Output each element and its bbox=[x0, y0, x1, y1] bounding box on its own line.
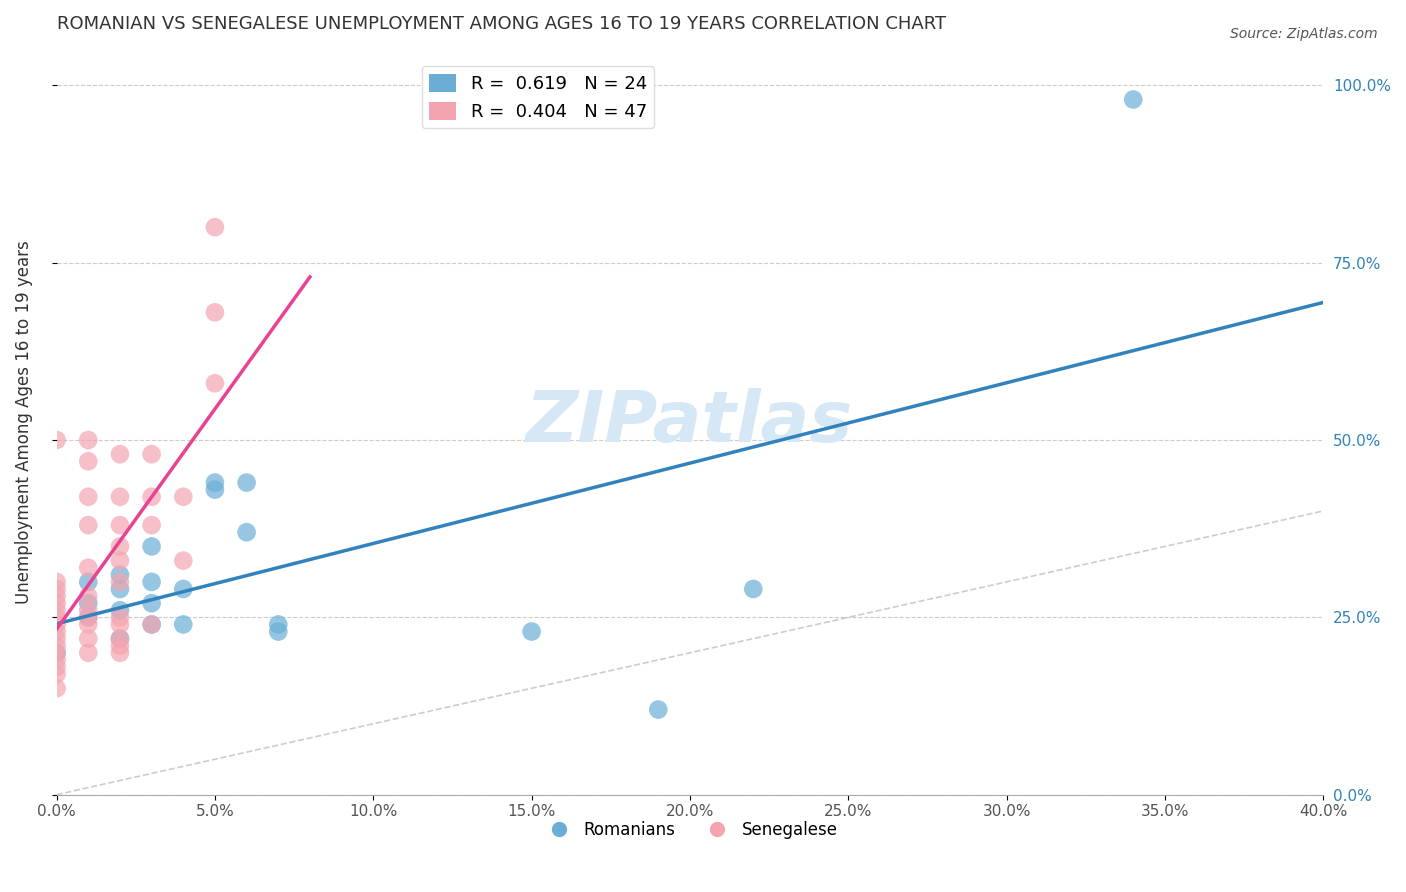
Point bbox=[77, 617, 100, 632]
Point bbox=[108, 603, 131, 617]
Point bbox=[1122, 93, 1144, 107]
Point bbox=[45, 589, 67, 603]
Point bbox=[77, 646, 100, 660]
Point bbox=[45, 603, 67, 617]
Point bbox=[172, 490, 194, 504]
Point bbox=[108, 567, 131, 582]
Point bbox=[45, 624, 67, 639]
Point bbox=[108, 490, 131, 504]
Point bbox=[141, 617, 163, 632]
Point bbox=[108, 553, 131, 567]
Point bbox=[172, 553, 194, 567]
Point bbox=[45, 646, 67, 660]
Point bbox=[235, 525, 257, 540]
Point bbox=[172, 582, 194, 596]
Point bbox=[141, 617, 163, 632]
Point bbox=[141, 540, 163, 554]
Point bbox=[77, 518, 100, 533]
Point bbox=[45, 667, 67, 681]
Point bbox=[77, 490, 100, 504]
Point bbox=[77, 632, 100, 646]
Point bbox=[204, 220, 226, 235]
Point bbox=[204, 475, 226, 490]
Y-axis label: Unemployment Among Ages 16 to 19 years: Unemployment Among Ages 16 to 19 years bbox=[15, 241, 32, 604]
Point bbox=[108, 582, 131, 596]
Point bbox=[108, 518, 131, 533]
Point bbox=[45, 646, 67, 660]
Point bbox=[172, 617, 194, 632]
Point bbox=[77, 603, 100, 617]
Point bbox=[45, 596, 67, 610]
Point bbox=[141, 596, 163, 610]
Point bbox=[45, 639, 67, 653]
Point bbox=[108, 632, 131, 646]
Point bbox=[77, 610, 100, 624]
Point bbox=[267, 624, 290, 639]
Point bbox=[108, 447, 131, 461]
Point bbox=[108, 639, 131, 653]
Point bbox=[108, 610, 131, 624]
Legend: Romanians, Senegalese: Romanians, Senegalese bbox=[536, 814, 845, 846]
Point bbox=[520, 624, 543, 639]
Point bbox=[108, 646, 131, 660]
Point bbox=[141, 574, 163, 589]
Point bbox=[204, 483, 226, 497]
Text: ROMANIAN VS SENEGALESE UNEMPLOYMENT AMONG AGES 16 TO 19 YEARS CORRELATION CHART: ROMANIAN VS SENEGALESE UNEMPLOYMENT AMON… bbox=[56, 15, 946, 33]
Point bbox=[108, 540, 131, 554]
Point bbox=[742, 582, 765, 596]
Point bbox=[77, 574, 100, 589]
Point bbox=[45, 617, 67, 632]
Point bbox=[77, 596, 100, 610]
Point bbox=[77, 454, 100, 468]
Point bbox=[77, 589, 100, 603]
Point bbox=[45, 433, 67, 447]
Point bbox=[45, 660, 67, 674]
Point bbox=[77, 610, 100, 624]
Point bbox=[108, 617, 131, 632]
Point bbox=[45, 681, 67, 696]
Point bbox=[77, 433, 100, 447]
Text: ZIPatlas: ZIPatlas bbox=[526, 388, 853, 457]
Point bbox=[45, 582, 67, 596]
Point bbox=[235, 475, 257, 490]
Point bbox=[45, 574, 67, 589]
Point bbox=[45, 632, 67, 646]
Point bbox=[108, 574, 131, 589]
Point bbox=[204, 376, 226, 391]
Point bbox=[108, 632, 131, 646]
Point bbox=[267, 617, 290, 632]
Point bbox=[141, 447, 163, 461]
Point bbox=[204, 305, 226, 319]
Point bbox=[647, 702, 669, 716]
Point bbox=[141, 518, 163, 533]
Text: Source: ZipAtlas.com: Source: ZipAtlas.com bbox=[1230, 27, 1378, 41]
Point bbox=[45, 653, 67, 667]
Point bbox=[141, 490, 163, 504]
Point bbox=[77, 560, 100, 574]
Point bbox=[45, 610, 67, 624]
